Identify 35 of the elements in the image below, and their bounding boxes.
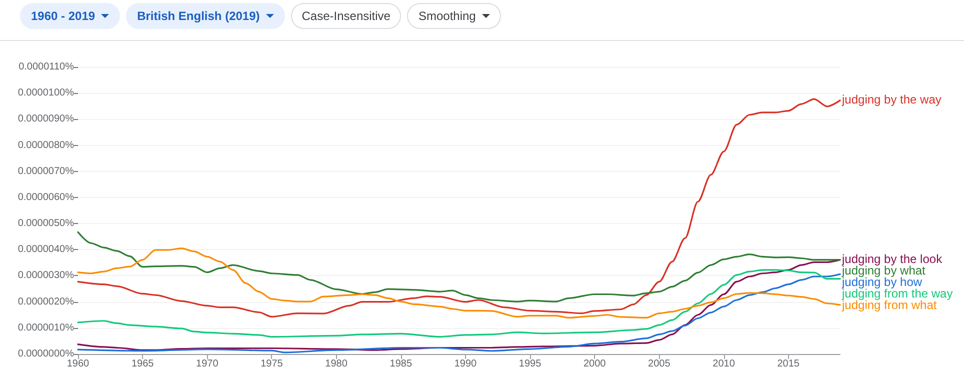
dropdown-button: 1960 - 2019 [20,3,120,29]
x-tick-label: 1985 [390,358,412,370]
toggle-button: Case-Insensitive [290,3,402,29]
line-series [77,98,841,318]
x-tick-label: 2015 [777,358,800,370]
y-tick-label: 0.0000050% [18,218,74,230]
dropdown-button: Smoothing [407,3,501,29]
x-tick-label: 2005 [648,358,671,370]
y-tick-label: 0.0000100% [18,88,74,99]
line-series [77,248,841,319]
x-tick-label: 1980 [325,358,348,370]
y-tick-label: 0.0000080% [18,140,74,151]
x-tick-label: 1960 [66,358,90,370]
y-tick-label: 0.0000090% [18,114,74,125]
y-tick-label: 0.0000070% [18,166,74,177]
y-tick-label: 0.0000040% [18,244,74,256]
x-tick-label: 1975 [260,358,284,370]
x-tick-label: 1965 [131,358,154,370]
y-tick-label: 0.0000000% [18,348,74,360]
line-series [77,231,841,302]
x-tick-label: 2010 [712,358,736,370]
y-tick-label: 0.0000030% [18,270,74,282]
series-label: judging by the look [841,252,944,266]
dropdown-button: British English (2019) [126,3,285,29]
x-tick-label: 1990 [454,358,478,370]
y-tick-label: 0.0000060% [18,192,74,203]
x-tick-label: 1995 [518,358,542,370]
x-tick-label: 2000 [583,358,606,370]
y-tick-label: 0.0000020% [18,296,74,308]
line-series [77,269,841,338]
x-tick-label: 1970 [196,358,219,370]
y-tick-label: 0.0000110% [18,62,74,72]
line-series [77,259,841,351]
series-label: judging by the way [841,92,942,106]
y-tick-label: 0.0000010% [18,322,74,334]
